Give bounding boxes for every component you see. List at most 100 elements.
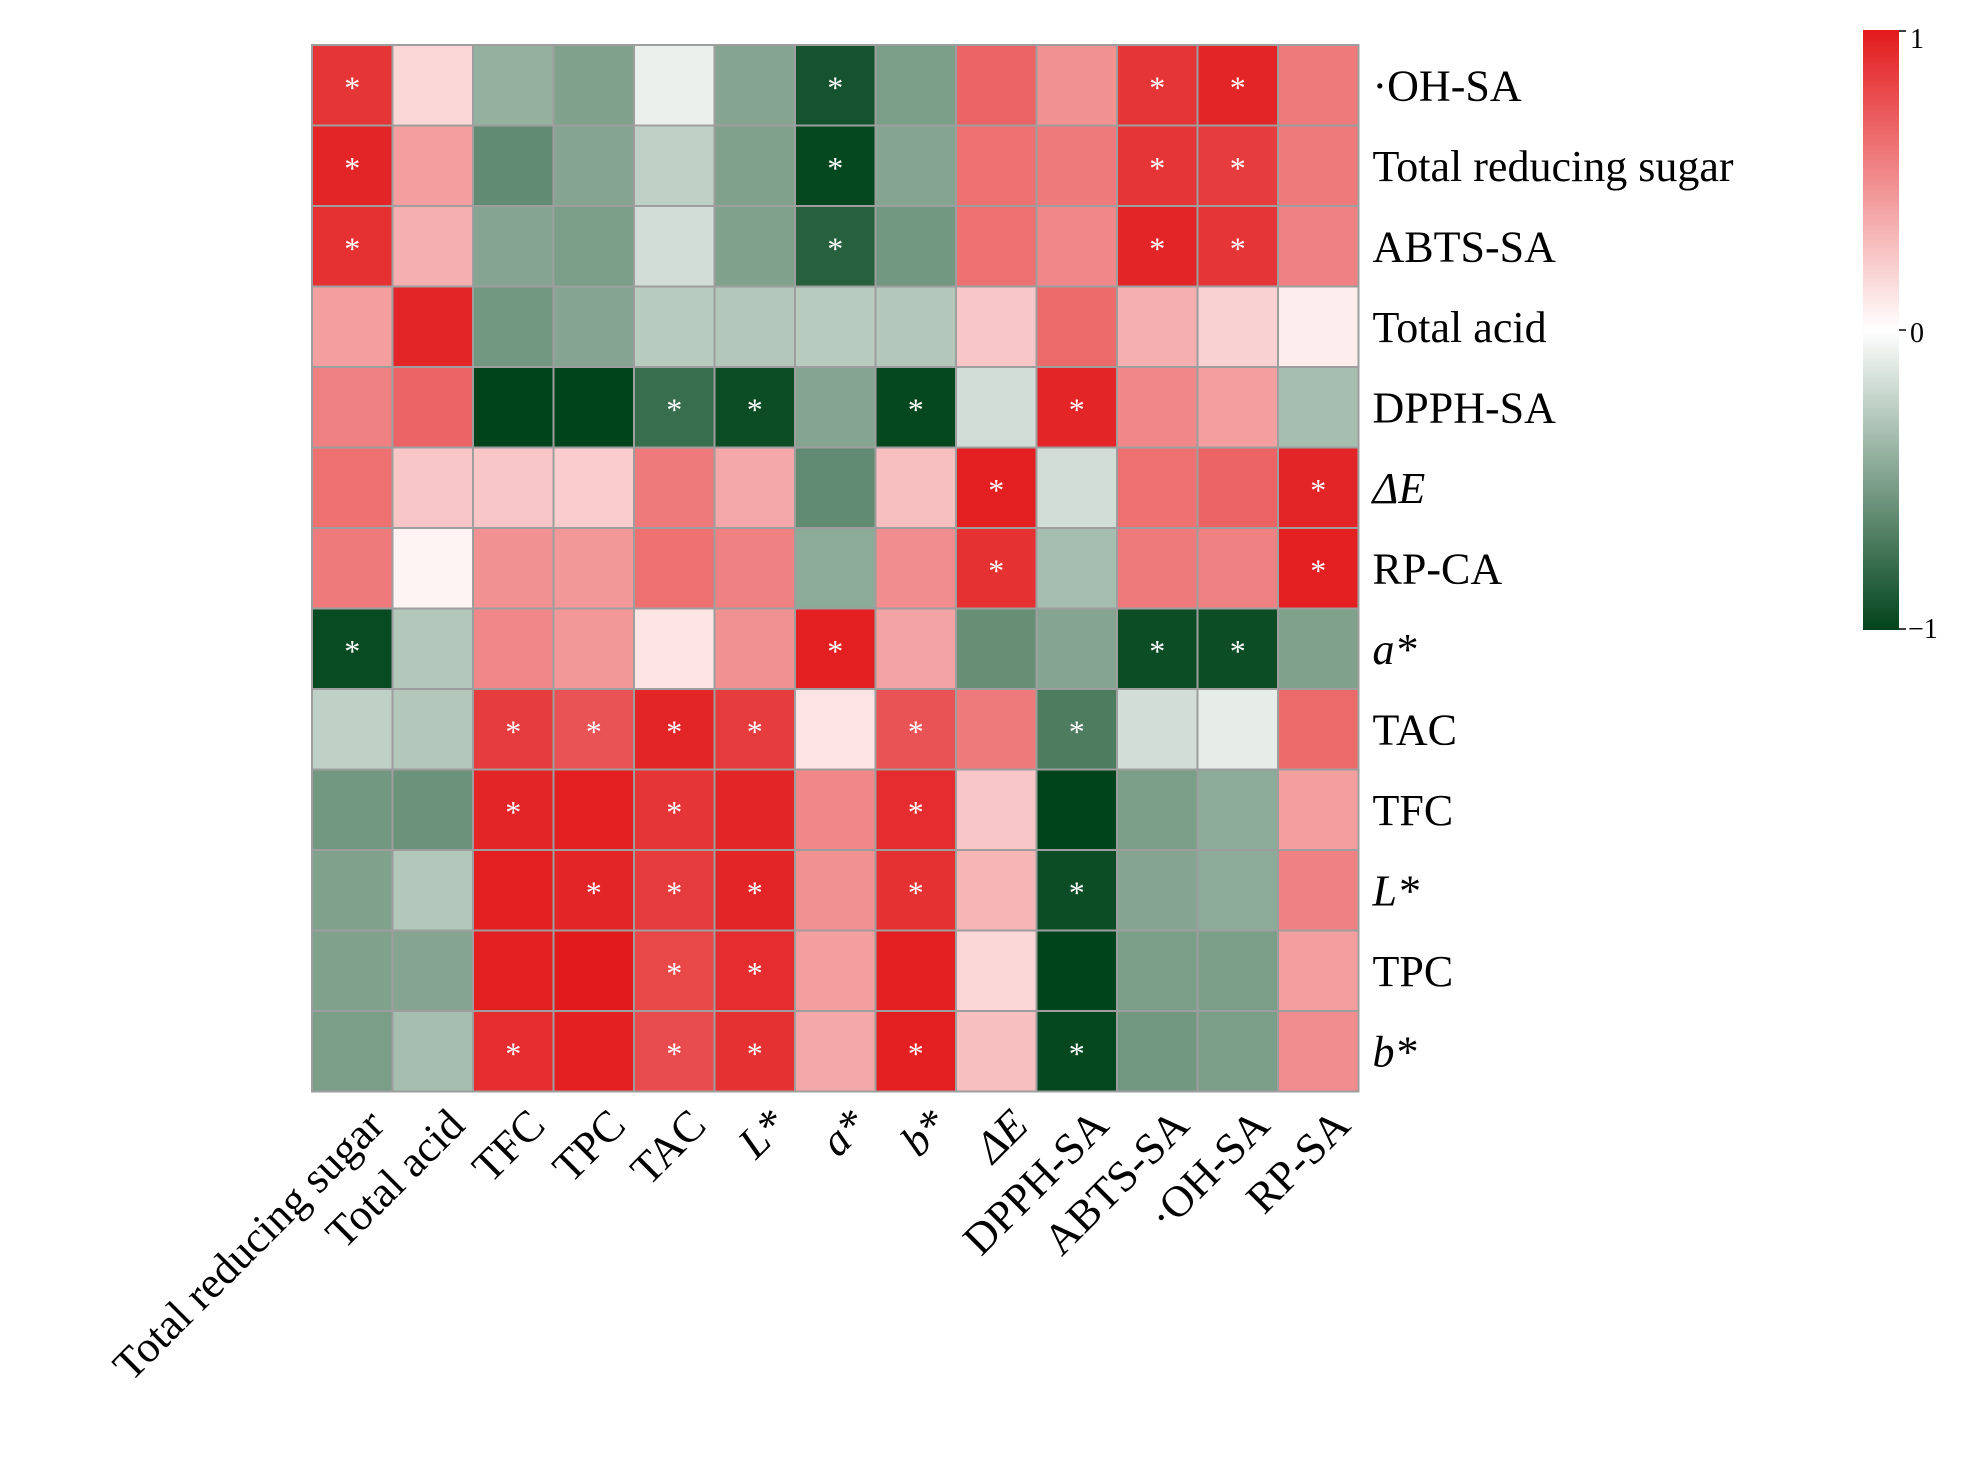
heatmap-cell bbox=[1116, 1010, 1199, 1093]
column-label: a* bbox=[811, 1100, 877, 1166]
heatmap-cell bbox=[874, 607, 957, 690]
heatmap-cell bbox=[713, 205, 796, 288]
colorbar-label-high: 1 bbox=[1910, 24, 1924, 55]
heatmap-cell bbox=[1196, 688, 1279, 771]
heatmap-cell bbox=[794, 446, 877, 529]
significance-star: * bbox=[1069, 874, 1085, 910]
heatmap-cell bbox=[1035, 124, 1118, 207]
heatmap-cell bbox=[1116, 285, 1199, 368]
heatmap-cell bbox=[472, 124, 555, 207]
significance-markers: * * * * * * * * * * * * * * * * * * * * * * * * * * * * * * * * * * * * * * * *… bbox=[344, 69, 1326, 1071]
heatmap-cell bbox=[552, 607, 635, 690]
heatmap-cell bbox=[1035, 44, 1118, 127]
significance-star: * bbox=[1069, 713, 1085, 749]
heatmap-cell bbox=[955, 527, 1038, 610]
heatmap-cell bbox=[794, 285, 877, 368]
heatmap-cell bbox=[713, 285, 796, 368]
significance-star: * bbox=[1310, 472, 1326, 508]
heatmap-cell bbox=[955, 1010, 1038, 1093]
row-label: TFC bbox=[1373, 786, 1454, 835]
significance-star: * bbox=[908, 391, 924, 427]
row-label: RP-CA bbox=[1373, 544, 1503, 593]
significance-star: * bbox=[988, 552, 1004, 588]
heatmap-cell bbox=[1035, 285, 1118, 368]
heatmap-cell bbox=[794, 929, 877, 1012]
heatmap-cell bbox=[794, 124, 877, 207]
heatmap-cell bbox=[311, 849, 394, 932]
heatmap-cell bbox=[794, 688, 877, 771]
column-label: TFC bbox=[463, 1100, 555, 1192]
heatmap-cell bbox=[1277, 205, 1360, 288]
colorbar-label-mid: 0 bbox=[1910, 318, 1924, 349]
heatmap-cell bbox=[633, 285, 716, 368]
heatmap-cell bbox=[794, 849, 877, 932]
heatmap-cell bbox=[794, 1010, 877, 1093]
heatmap-cell bbox=[1116, 527, 1199, 610]
significance-star: * bbox=[1149, 69, 1165, 105]
colorbar-legend: 1 0 −1 bbox=[1863, 24, 1938, 645]
significance-star: * bbox=[666, 874, 682, 910]
row-label: TPC bbox=[1373, 947, 1454, 996]
heatmap-cell bbox=[552, 44, 635, 127]
heatmap-cell bbox=[1277, 768, 1360, 851]
significance-star: * bbox=[908, 713, 924, 749]
heatmap-cell bbox=[713, 849, 796, 932]
heatmap-cell bbox=[633, 688, 716, 771]
heatmap-cell bbox=[391, 124, 474, 207]
significance-star: * bbox=[1230, 633, 1246, 669]
heatmap-cell bbox=[391, 1010, 474, 1093]
heatmap-cell bbox=[311, 527, 394, 610]
heatmap-cell bbox=[472, 446, 555, 529]
heatmap-cell bbox=[794, 607, 877, 690]
heatmap-cell bbox=[311, 929, 394, 1012]
heatmap-cell bbox=[391, 366, 474, 449]
heatmap-cell bbox=[794, 527, 877, 610]
heatmap-cell bbox=[472, 1010, 555, 1093]
row-label: TAC bbox=[1373, 705, 1457, 754]
heatmap-cell bbox=[713, 44, 796, 127]
significance-star: * bbox=[747, 1035, 763, 1071]
heatmap-cell bbox=[713, 124, 796, 207]
heatmap-cell bbox=[874, 527, 957, 610]
heatmap-cell bbox=[391, 768, 474, 851]
heatmap-cell bbox=[1196, 366, 1279, 449]
heatmap-cell bbox=[1035, 607, 1118, 690]
heatmap-cell bbox=[633, 446, 716, 529]
heatmap-cell bbox=[955, 44, 1038, 127]
heatmap-cell bbox=[955, 366, 1038, 449]
significance-star: * bbox=[1230, 69, 1246, 105]
heatmap-cell bbox=[391, 44, 474, 127]
significance-star: * bbox=[1230, 230, 1246, 266]
heatmap-cell bbox=[794, 205, 877, 288]
heatmap-cell bbox=[955, 849, 1038, 932]
heatmap-cell bbox=[874, 446, 957, 529]
row-label: a* bbox=[1373, 625, 1417, 674]
heatmap-cell bbox=[633, 1010, 716, 1093]
heatmap-cell bbox=[1035, 446, 1118, 529]
heatmap-cell bbox=[794, 366, 877, 449]
heatmap-cell bbox=[1277, 849, 1360, 932]
row-label: DPPH-SA bbox=[1373, 383, 1557, 432]
heatmap-cell bbox=[472, 205, 555, 288]
significance-star: * bbox=[747, 391, 763, 427]
significance-star: * bbox=[344, 150, 360, 186]
heatmap-cell bbox=[552, 285, 635, 368]
heatmap-cell bbox=[955, 607, 1038, 690]
significance-star: * bbox=[1149, 150, 1165, 186]
heatmap-cell bbox=[1196, 849, 1279, 932]
heatmap-cell bbox=[391, 688, 474, 771]
heatmap-cell bbox=[1035, 527, 1118, 610]
significance-star: * bbox=[666, 794, 682, 830]
significance-star: * bbox=[827, 230, 843, 266]
heatmap-cell bbox=[1196, 768, 1279, 851]
heatmap-cell bbox=[1277, 366, 1360, 449]
row-label: Total acid bbox=[1373, 303, 1547, 352]
heatmap-cell bbox=[874, 124, 957, 207]
row-label: L* bbox=[1372, 866, 1419, 915]
heatmap-cell bbox=[391, 527, 474, 610]
heatmap-cell bbox=[552, 1010, 635, 1093]
significance-star: * bbox=[1230, 150, 1246, 186]
heatmap-cell bbox=[955, 688, 1038, 771]
significance-star: * bbox=[827, 150, 843, 186]
